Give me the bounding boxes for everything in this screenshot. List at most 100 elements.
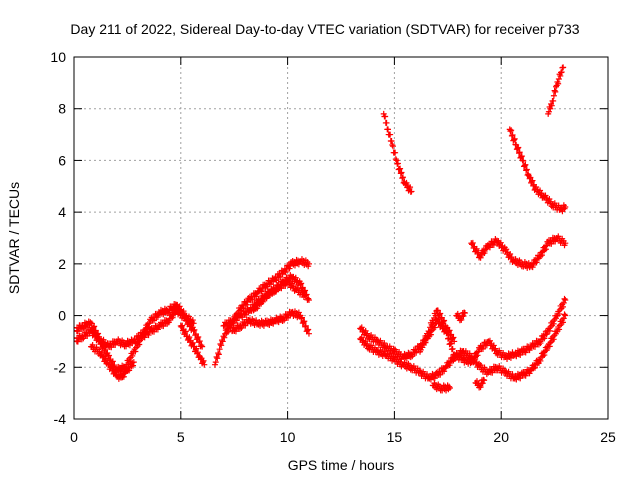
- data-point: [483, 245, 490, 252]
- data-point: [479, 345, 486, 352]
- data-point: [537, 340, 544, 347]
- data-point: [212, 359, 219, 366]
- data-point: [298, 314, 305, 321]
- data-point: [180, 308, 187, 315]
- data-point: [486, 337, 493, 344]
- data-point: [136, 341, 143, 348]
- data-point: [448, 340, 455, 347]
- data-point: [407, 184, 414, 191]
- data-point: [437, 371, 444, 378]
- data-point: [194, 349, 201, 356]
- x-tick-label: 5: [177, 429, 185, 445]
- data-point: [219, 338, 226, 345]
- data-point: [95, 330, 102, 337]
- data-point: [200, 357, 207, 364]
- data-point: [451, 338, 458, 345]
- data-point: [503, 246, 510, 253]
- data-point: [218, 342, 225, 349]
- data-point: [151, 317, 158, 324]
- data-point: [193, 345, 200, 352]
- data-point: [305, 260, 312, 267]
- series-track-3: [88, 341, 137, 382]
- data-point: [477, 384, 484, 391]
- data-point: [555, 80, 562, 87]
- series-track-2: [74, 301, 197, 351]
- gridlines: [74, 57, 608, 419]
- data-point: [511, 135, 518, 142]
- data-point: [541, 335, 548, 342]
- data-point: [561, 311, 568, 318]
- data-point: [523, 166, 530, 173]
- data-point: [145, 332, 152, 339]
- series-track-4: [177, 322, 208, 368]
- data-point: [473, 245, 480, 252]
- data-point: [216, 346, 223, 353]
- data-point: [546, 327, 553, 334]
- data-point: [562, 312, 569, 319]
- y-axis-label: SDTVAR / TECUs: [6, 182, 22, 294]
- x-tick-label: 25: [600, 429, 616, 445]
- data-point: [561, 295, 568, 302]
- data-point: [305, 297, 312, 304]
- data-point: [531, 364, 538, 371]
- data-point: [132, 348, 139, 355]
- data-point: [392, 149, 399, 156]
- data-point: [543, 331, 550, 338]
- data-point: [189, 339, 196, 346]
- plot-frame: [73, 56, 609, 420]
- data-point: [492, 345, 499, 352]
- data-point: [556, 326, 563, 333]
- data-point: [516, 149, 523, 156]
- data-point: [523, 167, 530, 174]
- data-point: [424, 332, 431, 339]
- data-point: [441, 368, 448, 375]
- data-point: [441, 317, 448, 324]
- data-point: [526, 347, 533, 354]
- data-point: [552, 88, 559, 95]
- data-marks: [74, 64, 569, 394]
- data-point: [165, 319, 172, 326]
- data-point: [450, 334, 457, 341]
- data-point: [243, 301, 250, 308]
- y-tick-label: -2: [54, 359, 67, 375]
- chart-title: Day 211 of 2022, Sidereal Day-to-day VTE…: [70, 21, 579, 37]
- data-point: [420, 341, 427, 348]
- data-point: [286, 265, 293, 272]
- data-point: [481, 377, 488, 384]
- data-point: [112, 341, 119, 348]
- data-point: [477, 254, 484, 261]
- data-point: [557, 72, 564, 79]
- data-point: [528, 178, 535, 185]
- series-track-12: [468, 233, 569, 271]
- data-point: [424, 371, 431, 378]
- data-point: [253, 317, 260, 324]
- data-point: [132, 339, 139, 346]
- data-point: [199, 343, 206, 350]
- data-point: [562, 297, 569, 304]
- data-point: [186, 334, 193, 341]
- data-point: [389, 143, 396, 150]
- data-point: [529, 177, 536, 184]
- x-tick-label: 10: [280, 429, 296, 445]
- data-point: [481, 250, 488, 257]
- data-point: [305, 326, 312, 333]
- data-point: [384, 126, 391, 133]
- data-point: [176, 303, 183, 310]
- series-track-7: [229, 308, 312, 337]
- data-point: [382, 113, 389, 120]
- data-point: [507, 128, 514, 135]
- data-point: [301, 318, 308, 325]
- x-tick-label: 15: [387, 429, 403, 445]
- data-point: [425, 328, 432, 335]
- data-point: [522, 161, 529, 168]
- data-point: [521, 162, 528, 169]
- data-point: [282, 282, 289, 289]
- data-point: [277, 274, 284, 281]
- data-point: [548, 102, 555, 109]
- data-point: [108, 362, 115, 369]
- data-point: [475, 249, 482, 256]
- data-point: [479, 380, 486, 387]
- data-point: [258, 288, 265, 295]
- data-point: [430, 319, 437, 326]
- data-point: [387, 131, 394, 138]
